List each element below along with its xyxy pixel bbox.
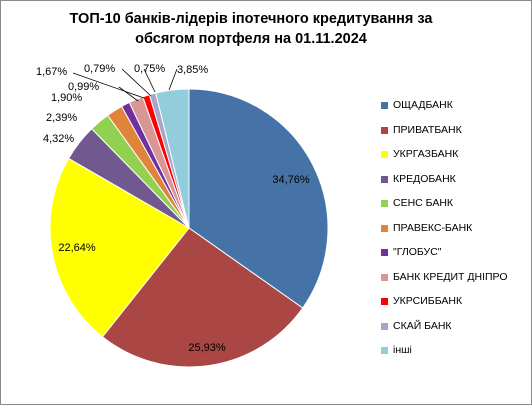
leader-line-9 <box>143 68 156 93</box>
legend-label: БАНК КРЕДИТ ДНІПРО <box>393 270 508 283</box>
legend-swatch <box>381 200 388 207</box>
legend-item-1: ПРИВАТБАНК <box>381 124 508 149</box>
pie-slice-10 <box>155 88 190 229</box>
leader-line-7 <box>72 72 145 99</box>
legend-item-4: СЕНС БАНК <box>381 197 508 222</box>
leader-line-6 <box>118 86 139 102</box>
leader-line-10 <box>168 68 178 91</box>
legend-swatch <box>381 126 388 134</box>
data-label-3: 4,32% <box>43 133 74 145</box>
legend-swatch <box>381 151 388 158</box>
legend-item-2: УКРГАЗБАНК <box>381 148 508 173</box>
legend-swatch <box>381 347 388 354</box>
pie-slice-2 <box>49 157 190 338</box>
chart-title-line1: ТОП-10 банків-лідерів іпотечного кредиту… <box>69 11 433 27</box>
legend-label: ОЩАДБАНК <box>393 99 453 111</box>
legend-label: УКРСИББАНК <box>393 295 463 307</box>
legend-item-0: ОЩАДБАНК <box>381 99 508 124</box>
leader-line-8 <box>121 68 152 97</box>
chart-legend: ОЩАДБАНК ПРИВАТБАНК УКРГАЗБАНК КРЕДОБАНК СЕН… <box>381 99 508 369</box>
legend-label: ПРАВЕКС-БАНК <box>393 221 473 234</box>
legend-swatch <box>381 102 388 109</box>
data-label-10: 3,85% <box>177 64 208 76</box>
chart-title-line2: обсягом портфеля на 01.11.2024 <box>135 31 367 47</box>
legend-label: КРЕДОБАНК <box>393 172 456 185</box>
legend-item-3: КРЕДОБАНК <box>381 173 508 198</box>
legend-item-8: УКРСИББАНК <box>381 295 508 320</box>
data-label-2: 22,64% <box>58 242 96 254</box>
legend-item-7: БАНК КРЕДИТ ДНІПРО <box>381 271 508 296</box>
data-label-7: 1,67% <box>36 66 67 78</box>
chart-title: ТОП-10 банків-лідерів іпотечного кредиту… <box>41 9 461 49</box>
legend-swatch <box>381 224 388 232</box>
data-label-4: 2,39% <box>46 112 77 124</box>
pie-slice-0 <box>188 88 329 309</box>
legend-swatch <box>381 298 388 305</box>
legend-swatch <box>381 175 388 183</box>
legend-label: СЕНС БАНК <box>393 197 454 209</box>
legend-item-5: ПРАВЕКС-БАНК <box>381 222 508 247</box>
data-label-0: 34,76% <box>272 174 310 186</box>
data-label-9: 0,75% <box>134 63 165 75</box>
legend-swatch <box>381 273 388 281</box>
legend-label: УКРГАЗБАНК <box>393 148 459 160</box>
legend-item-10: інші <box>381 344 508 369</box>
legend-swatch <box>381 322 388 330</box>
legend-swatch <box>381 249 388 256</box>
legend-label: інші <box>393 344 412 356</box>
legend-label: ПРИВАТБАНК <box>393 123 462 136</box>
pie-slice-1 <box>101 227 304 368</box>
legend-item-6: "ГЛОБУС" <box>381 246 508 271</box>
legend-label: СКАЙ БАНК <box>393 319 452 332</box>
data-label-5: 1,90% <box>51 92 82 104</box>
data-label-8: 0,79% <box>84 63 115 75</box>
data-label-6: 0,99% <box>68 81 99 93</box>
legend-label: "ГЛОБУС" <box>393 246 442 258</box>
data-label-1: 25,93% <box>188 342 226 354</box>
legend-item-9: СКАЙ БАНК <box>381 320 508 345</box>
